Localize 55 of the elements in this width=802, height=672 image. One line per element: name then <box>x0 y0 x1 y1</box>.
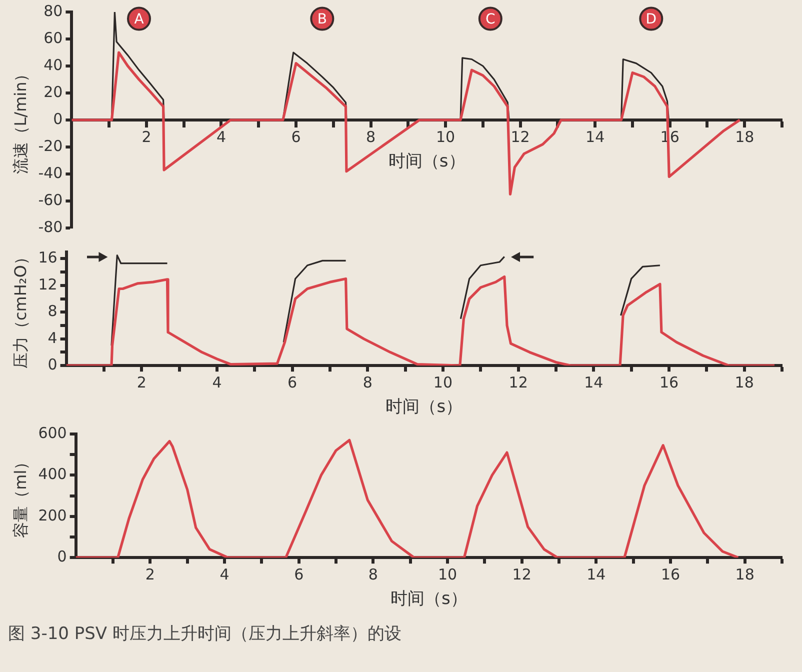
x-tick-label: 6 <box>294 565 304 584</box>
x-tick-label: 16 <box>659 373 679 392</box>
x-tick-label: 16 <box>660 565 680 584</box>
y-axis-title: 压力（cmH₂O） <box>10 249 30 369</box>
x-tick-label: 10 <box>436 128 456 146</box>
x-tick-label: 10 <box>433 373 453 392</box>
y-tick-label: 0 <box>48 355 58 374</box>
x-tick-label: 18 <box>735 128 754 146</box>
y-tick-label: 20 <box>44 82 63 101</box>
annotation: A <box>134 11 144 28</box>
y-tick-label: -60 <box>38 190 63 209</box>
y-tick-label: 600 <box>38 424 67 442</box>
x-tick-label: 14 <box>584 373 604 392</box>
x-tick-label: 6 <box>291 128 301 146</box>
y-tick-label: 80 <box>44 2 63 20</box>
x-axis-title: 时间（s） <box>386 397 463 418</box>
annotation: D <box>646 11 657 28</box>
x-tick-label: 14 <box>586 565 606 584</box>
y-tick-label: 40 <box>44 56 63 74</box>
y-tick-label: -20 <box>38 136 63 155</box>
x-tick-label: 2 <box>142 128 152 146</box>
y-tick-label: 0 <box>53 110 63 128</box>
y-tick-label: 4 <box>48 328 58 347</box>
x-tick-label: 2 <box>136 373 146 392</box>
annotation: B <box>317 11 327 28</box>
y-tick-label: 400 <box>38 465 67 484</box>
y-tick-label: 60 <box>44 28 63 47</box>
y-axis-title: 容量（ml） <box>10 454 30 538</box>
y-tick-label: 0 <box>57 547 67 566</box>
x-tick-label: 18 <box>735 565 754 584</box>
annotation: C <box>486 11 496 28</box>
y-tick-label: 8 <box>48 302 58 320</box>
x-tick-label: 8 <box>362 373 372 392</box>
y-tick-label: -40 <box>38 164 63 182</box>
x-tick-label: 4 <box>212 373 222 392</box>
x-tick-label: 12 <box>512 565 532 584</box>
x-tick-label: 6 <box>288 373 298 392</box>
y-tick-label: 200 <box>38 506 67 524</box>
x-tick-label: 10 <box>438 565 458 584</box>
x-tick-label: 14 <box>586 128 605 146</box>
y-tick-label: 16 <box>38 248 58 267</box>
x-tick-label: 4 <box>220 565 230 584</box>
y-axis-title: 流速（L/min） <box>10 66 30 174</box>
x-axis-title: 时间（s） <box>388 152 466 172</box>
x-tick-label: 8 <box>366 128 376 146</box>
x-tick-label: 4 <box>216 128 226 146</box>
y-tick-label: 12 <box>38 275 58 294</box>
y-tick-label: -80 <box>38 218 63 236</box>
x-tick-label: 12 <box>510 128 530 146</box>
x-axis-title: 时间（s） <box>390 589 468 610</box>
x-tick-label: 12 <box>508 373 528 392</box>
x-tick-label: 2 <box>145 565 155 584</box>
x-tick-label: 18 <box>734 373 754 392</box>
x-tick-label: 8 <box>368 565 378 584</box>
caption: 图 3-10 PSV 时压力上升时间（压力上升斜率）的设 <box>7 623 402 645</box>
